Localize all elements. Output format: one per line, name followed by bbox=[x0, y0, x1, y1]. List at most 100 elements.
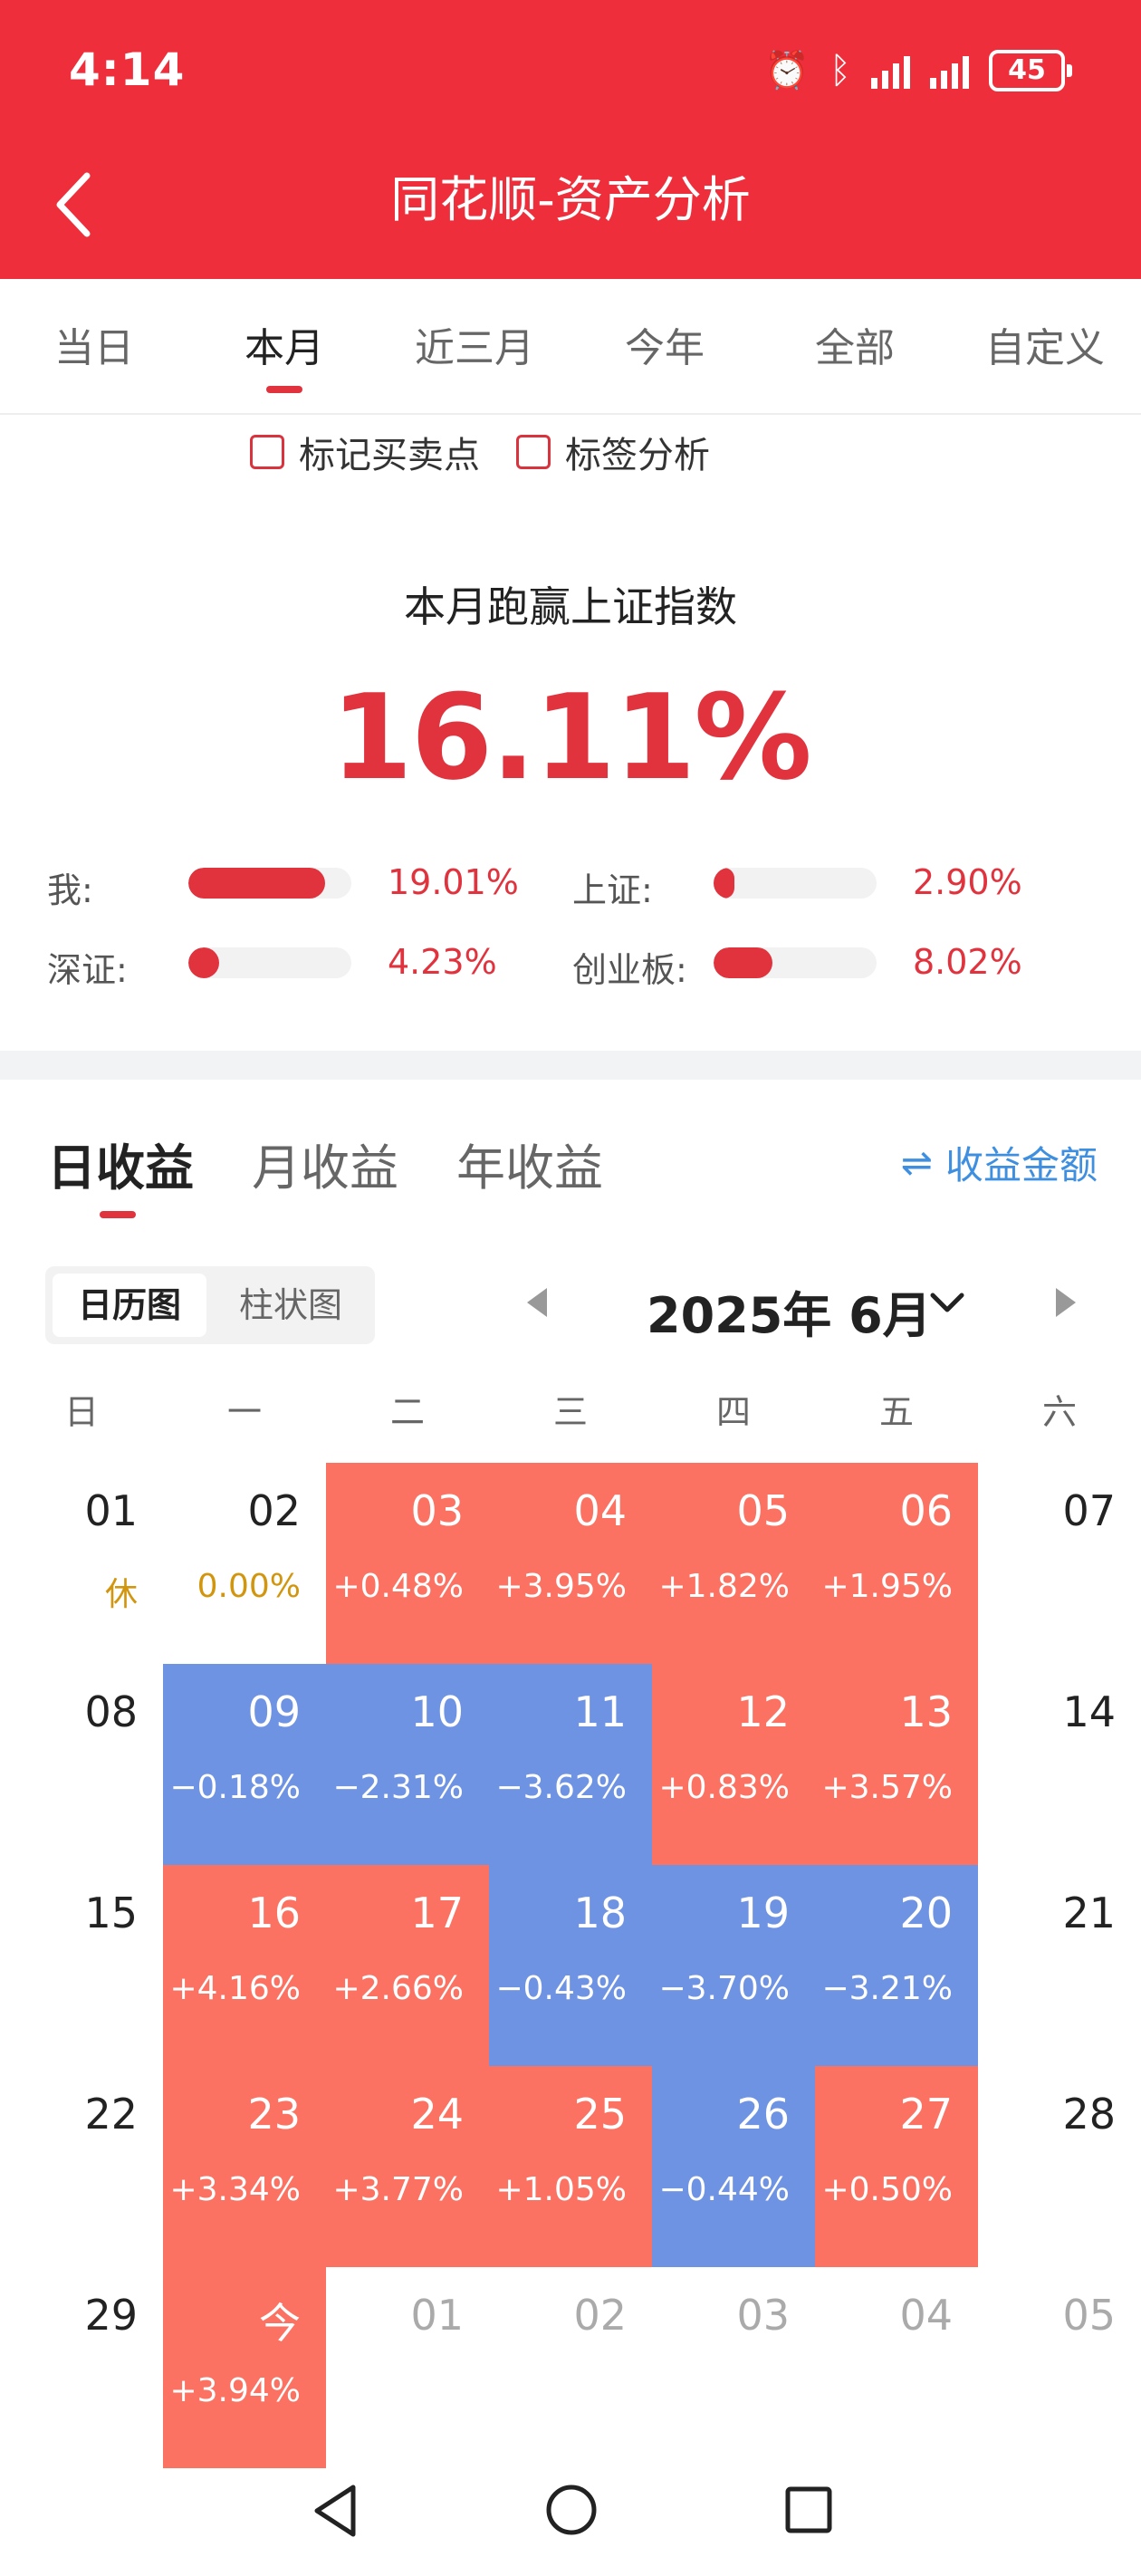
day-return: −3.62% bbox=[495, 1769, 627, 1806]
day-number: 12 bbox=[736, 1687, 790, 1736]
day-number: 21 bbox=[1062, 1889, 1116, 1937]
nav-recents-icon[interactable] bbox=[784, 2485, 833, 2534]
prev-month-icon[interactable] bbox=[527, 1288, 547, 1317]
day-return: +4.16% bbox=[169, 1970, 301, 2007]
day-number: 03 bbox=[736, 2291, 790, 2340]
checkbox-label: 标记买卖点 bbox=[299, 435, 480, 476]
calendar-day-cell[interactable]: 19 −3.70% bbox=[652, 1865, 815, 2066]
day-number: 25 bbox=[573, 2090, 627, 2139]
weekday-label: 四 bbox=[715, 1392, 751, 1432]
chevron-down-icon[interactable] bbox=[927, 1284, 967, 1321]
day-number: 今 bbox=[259, 2299, 301, 2348]
day-return: 0.00% bbox=[197, 1568, 301, 1605]
day-return: +2.66% bbox=[332, 1970, 464, 2007]
next-month-icon[interactable] bbox=[1056, 1288, 1076, 1317]
calendar-day-cell[interactable]: 16 +4.16% bbox=[163, 1865, 326, 2066]
calendar-day-cell[interactable]: 21 bbox=[978, 1865, 1141, 2066]
amount-toggle-button[interactable]: ⇌ 收益金额 bbox=[901, 1135, 1098, 1190]
calendar-day-cell[interactable]: 22 bbox=[0, 2066, 163, 2267]
compare-label: 上证: bbox=[572, 870, 653, 910]
return-tabs: 日收益 月收益 年收益 ⇌ 收益金额 bbox=[0, 1128, 1141, 1236]
calendar-day-cell[interactable]: 06 +1.95% bbox=[815, 1463, 978, 1664]
tab-today[interactable]: 当日 bbox=[54, 325, 134, 371]
calendar-day-cell[interactable]: 10 −2.31% bbox=[326, 1664, 489, 1865]
compare-value: 2.90% bbox=[913, 862, 1022, 902]
calendar-day-cell[interactable]: 23 +3.34% bbox=[163, 2066, 326, 2267]
compare-bar-fill bbox=[714, 868, 735, 899]
options-row: 标记买卖点 标签分析 bbox=[250, 426, 710, 478]
calendar-day-cell[interactable]: 09 −0.18% bbox=[163, 1664, 326, 1865]
day-number: 26 bbox=[736, 2090, 790, 2139]
day-return: −3.70% bbox=[658, 1970, 790, 2007]
tag-analysis-checkbox[interactable]: 标签分析 bbox=[516, 426, 710, 478]
bar-view-button[interactable]: 柱状图 bbox=[238, 1285, 342, 1325]
calendar-day-cell[interactable]: 18 −0.43% bbox=[489, 1865, 652, 2066]
calendar-day-cell[interactable]: 12 +0.83% bbox=[652, 1664, 815, 1865]
period-tabs: 当日 本月 近三月 今年 全部 自定义 bbox=[0, 279, 1141, 415]
calendar-day-cell[interactable]: 27 +0.50% bbox=[815, 2066, 978, 2267]
weekday-label: 二 bbox=[389, 1392, 425, 1432]
calendar-day-cell[interactable]: 28 bbox=[978, 2066, 1141, 2267]
calendar-day-cell[interactable]: 26 −0.44% bbox=[652, 2066, 815, 2267]
mark-trades-checkbox[interactable]: 标记买卖点 bbox=[250, 426, 480, 478]
calendar-day-cell[interactable]: 02 bbox=[489, 2267, 652, 2468]
calendar-day-cell[interactable]: 今 +3.94% bbox=[163, 2267, 326, 2468]
month-title[interactable]: 2025年 6月 bbox=[647, 1287, 932, 1344]
calendar-day-cell[interactable]: 25 +1.05% bbox=[489, 2066, 652, 2267]
tab-yearly-return[interactable]: 年收益 bbox=[456, 1139, 603, 1197]
calendar-day-cell[interactable]: 20 −3.21% bbox=[815, 1865, 978, 2066]
calendar-day-cell[interactable]: 29 bbox=[0, 2267, 163, 2468]
system-nav-bar bbox=[0, 2446, 1141, 2576]
swap-icon: ⇌ bbox=[900, 1140, 933, 1185]
calendar-day-cell[interactable]: 04 +3.95% bbox=[489, 1463, 652, 1664]
tab-three-months[interactable]: 近三月 bbox=[415, 325, 534, 371]
calendar-day-cell[interactable]: 17 +2.66% bbox=[326, 1865, 489, 2066]
status-icons: ⏰ ᛒ 45 bbox=[764, 45, 1072, 96]
day-number: 09 bbox=[247, 1687, 301, 1736]
calendar-day-cell[interactable]: 03 +0.48% bbox=[326, 1463, 489, 1664]
checkbox-box[interactable] bbox=[250, 435, 284, 469]
nav-home-icon[interactable] bbox=[543, 2482, 599, 2538]
calendar-day-cell[interactable]: 03 bbox=[652, 2267, 815, 2468]
day-number: 05 bbox=[1062, 2291, 1116, 2340]
day-return: +0.83% bbox=[658, 1769, 790, 1806]
calendar-day-cell[interactable]: 07 bbox=[978, 1463, 1141, 1664]
calendar-day-cell[interactable]: 05 +1.82% bbox=[652, 1463, 815, 1664]
weekday-label: 一 bbox=[226, 1392, 262, 1432]
compare-label: 我: bbox=[47, 870, 93, 910]
tab-this-month[interactable]: 本月 bbox=[244, 325, 324, 371]
tab-this-year[interactable]: 今年 bbox=[625, 325, 705, 371]
day-return: +1.05% bbox=[495, 2171, 627, 2208]
calendar-day-cell[interactable]: 04 bbox=[815, 2267, 978, 2468]
tab-monthly-return[interactable]: 月收益 bbox=[252, 1139, 398, 1197]
day-number: 22 bbox=[84, 2090, 138, 2139]
compare-bar-fill bbox=[714, 947, 772, 978]
compare-value: 8.02% bbox=[913, 942, 1022, 982]
calendar-day-cell[interactable]: 24 +3.77% bbox=[326, 2066, 489, 2267]
calendar-day-cell[interactable]: 13 +3.57% bbox=[815, 1664, 978, 1865]
day-number: 02 bbox=[247, 1486, 301, 1535]
page-title: 同花顺-资产分析 bbox=[390, 171, 751, 228]
tab-all[interactable]: 全部 bbox=[815, 325, 895, 371]
calendar-day-cell[interactable]: 14 bbox=[978, 1664, 1141, 1865]
nav-back-icon[interactable] bbox=[308, 2482, 362, 2540]
compare-shanghai: 上证: 2.90% bbox=[572, 862, 1043, 910]
day-return: −0.43% bbox=[495, 1970, 627, 2007]
calendar-day-cell[interactable]: 11 −3.62% bbox=[489, 1664, 652, 1865]
section-divider bbox=[0, 1051, 1141, 1080]
calendar-day-cell[interactable]: 15 bbox=[0, 1865, 163, 2066]
compare-label: 创业板: bbox=[572, 950, 687, 990]
calendar-day-cell[interactable]: 01 bbox=[326, 2267, 489, 2468]
tab-daily-return[interactable]: 日收益 bbox=[47, 1139, 194, 1197]
calendar-day-cell[interactable]: 05 bbox=[978, 2267, 1141, 2468]
calendar-day-cell[interactable]: 08 bbox=[0, 1664, 163, 1865]
checkbox-box[interactable] bbox=[516, 435, 551, 469]
day-number: 03 bbox=[410, 1486, 464, 1535]
tab-custom[interactable]: 自定义 bbox=[985, 325, 1105, 371]
back-icon[interactable] bbox=[47, 168, 101, 241]
compare-chinext: 创业板: 8.02% bbox=[572, 942, 1043, 990]
calendar-day-cell[interactable]: 01 休 bbox=[0, 1463, 163, 1664]
calendar-day-cell[interactable]: 02 0.00% bbox=[163, 1463, 326, 1664]
compare-bar-fill bbox=[188, 947, 220, 978]
calendar-view-button[interactable]: 日历图 bbox=[53, 1274, 206, 1337]
